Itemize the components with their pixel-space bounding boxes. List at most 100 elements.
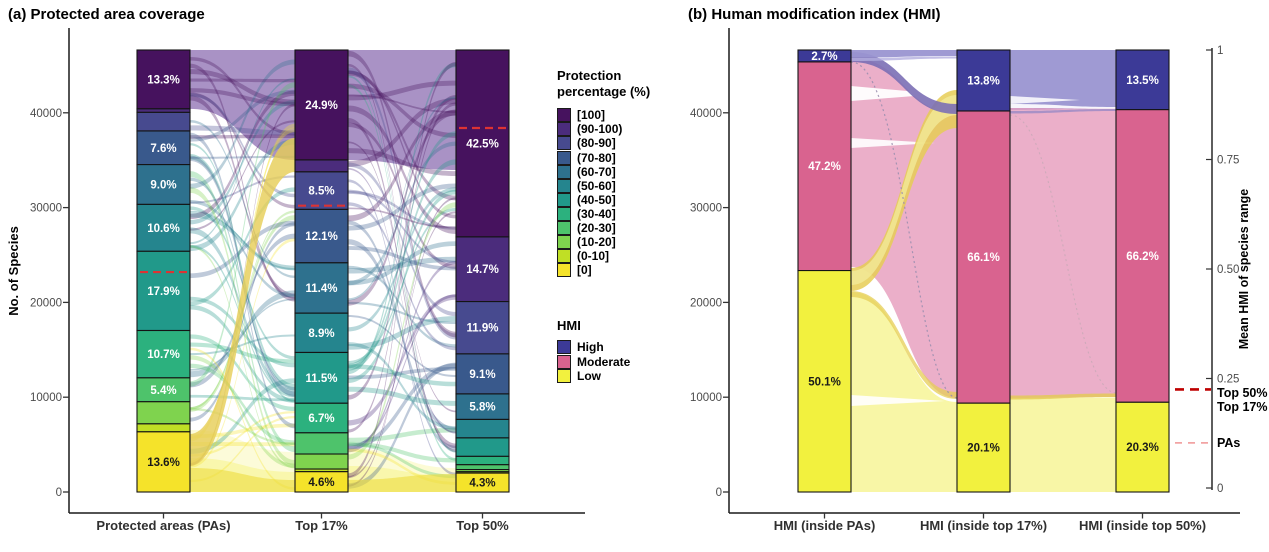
- flow-gold: [190, 138, 295, 466]
- flow-band: [348, 207, 456, 229]
- flow-band: [348, 294, 456, 449]
- segment-label: 20.1%: [967, 443, 1000, 455]
- flow-band: [190, 69, 295, 105]
- flow-band: [348, 260, 456, 453]
- segment-label: 9.0%: [150, 180, 176, 192]
- flow-band: [348, 448, 456, 485]
- flow-band: [190, 155, 295, 159]
- legend-swatch: [557, 340, 571, 355]
- flow-band: [190, 355, 295, 468]
- flow-band: [348, 109, 456, 306]
- segment-label: 14.7%: [466, 264, 499, 276]
- segment-label: 17.9%: [147, 286, 180, 298]
- flow-band: [348, 202, 456, 460]
- legend-item: Low: [557, 369, 697, 384]
- flow-band: [190, 334, 295, 356]
- bar-segment: [136, 431, 191, 493]
- flow-band: [190, 88, 295, 107]
- segment-label: 2.7%: [811, 51, 837, 63]
- flow-band: [348, 239, 456, 433]
- flow-band: [348, 141, 456, 286]
- flow-band: [190, 175, 295, 204]
- flow-high: [1010, 50, 1116, 110]
- segment-label: 13.8%: [967, 75, 1000, 87]
- flow-band: [190, 92, 295, 209]
- right-axis-title: Mean HMI of species range: [1237, 189, 1251, 350]
- flow-band: [348, 70, 456, 219]
- right-axis-tick-label: 1: [1217, 45, 1223, 57]
- y-tick-label: 30000: [690, 203, 722, 215]
- flow-band: [190, 127, 295, 442]
- flow-band: [348, 94, 456, 400]
- flow-band: [348, 105, 456, 235]
- flow-gap: [1010, 104, 1116, 109]
- flow-band: [190, 290, 295, 378]
- bar-segment: [136, 329, 191, 379]
- flow-band: [190, 120, 295, 231]
- bar-segment: [455, 418, 510, 439]
- y-axis-title: No. of Species: [6, 226, 21, 316]
- legend-swatch: [557, 235, 571, 250]
- y-tick-label: 20000: [30, 297, 62, 309]
- flow-band: [348, 83, 456, 138]
- bar-segment: [797, 61, 852, 272]
- flow-band: [190, 77, 295, 245]
- flow-band: [190, 100, 295, 225]
- legend-item-label: [100]: [577, 108, 606, 123]
- y-tick-label: 0: [56, 487, 62, 499]
- flow-band: [190, 410, 295, 457]
- segment-label: 66.1%: [967, 252, 1000, 264]
- legend-item-label: Moderate: [577, 354, 631, 369]
- flow-band: [190, 394, 295, 402]
- flow-band: [348, 316, 456, 350]
- bar-segment: [956, 49, 1011, 112]
- flow-band: [348, 70, 456, 201]
- bar-segment: [455, 236, 510, 303]
- legend-item-label: (50-60]: [577, 178, 616, 193]
- legend-item-label: [0]: [577, 263, 592, 278]
- legend-swatch: [557, 178, 571, 193]
- segment-label: 10.7%: [147, 349, 180, 361]
- bar-segment: [294, 49, 349, 161]
- flow-band: [348, 190, 456, 230]
- legend-swatch: [557, 192, 571, 207]
- x-category-label: Top 17%: [295, 518, 348, 533]
- legend-item: (90-100): [557, 122, 697, 137]
- segment-label: 4.3%: [469, 478, 495, 490]
- flow-band: [190, 245, 295, 469]
- bar-segment: [797, 270, 852, 493]
- protection-legend-items: [100] (90-100) (80-90] (70-80] (60-70] (50-60…: [557, 108, 697, 278]
- flow-band: [190, 347, 295, 490]
- flow-gap: [1010, 96, 1080, 104]
- legend-swatch: [557, 206, 571, 221]
- panel-b-title: (b) Human modification index (HMI): [688, 6, 941, 23]
- segment-label: 66.2%: [1126, 251, 1159, 263]
- segment-label: 11.9%: [467, 323, 499, 335]
- segment-label: 42.5%: [466, 138, 499, 150]
- y-tick-label: 30000: [30, 203, 62, 215]
- flow-gap: [851, 86, 940, 101]
- legend-item: (70-80]: [557, 150, 697, 165]
- flow-band: [190, 441, 295, 447]
- bar-segment: [136, 423, 191, 433]
- flow-band: [190, 78, 295, 83]
- flow-band: [348, 189, 456, 383]
- legend-swatch: [557, 164, 571, 179]
- flow-gold: [348, 474, 456, 492]
- bar-segment: [294, 208, 349, 264]
- flow-band: [348, 109, 456, 222]
- legend-item: [0]: [557, 263, 697, 278]
- flow-band: [348, 294, 456, 426]
- flow-band: [348, 265, 456, 348]
- legend-item-label: (20-30]: [577, 221, 616, 235]
- right-axis-tick-label: 0.50: [1217, 264, 1239, 276]
- right-axis-tick-label: 0.25: [1217, 374, 1239, 386]
- flow-band: [190, 63, 295, 302]
- flow-band: [348, 187, 456, 332]
- legend-item-label: (60-70]: [577, 164, 616, 179]
- segment-label: 5.4%: [150, 385, 176, 397]
- legend-item: High: [557, 340, 697, 355]
- flow-band: [348, 102, 456, 433]
- bar-segment: [1115, 401, 1170, 493]
- segment-label: 9.1%: [469, 369, 495, 381]
